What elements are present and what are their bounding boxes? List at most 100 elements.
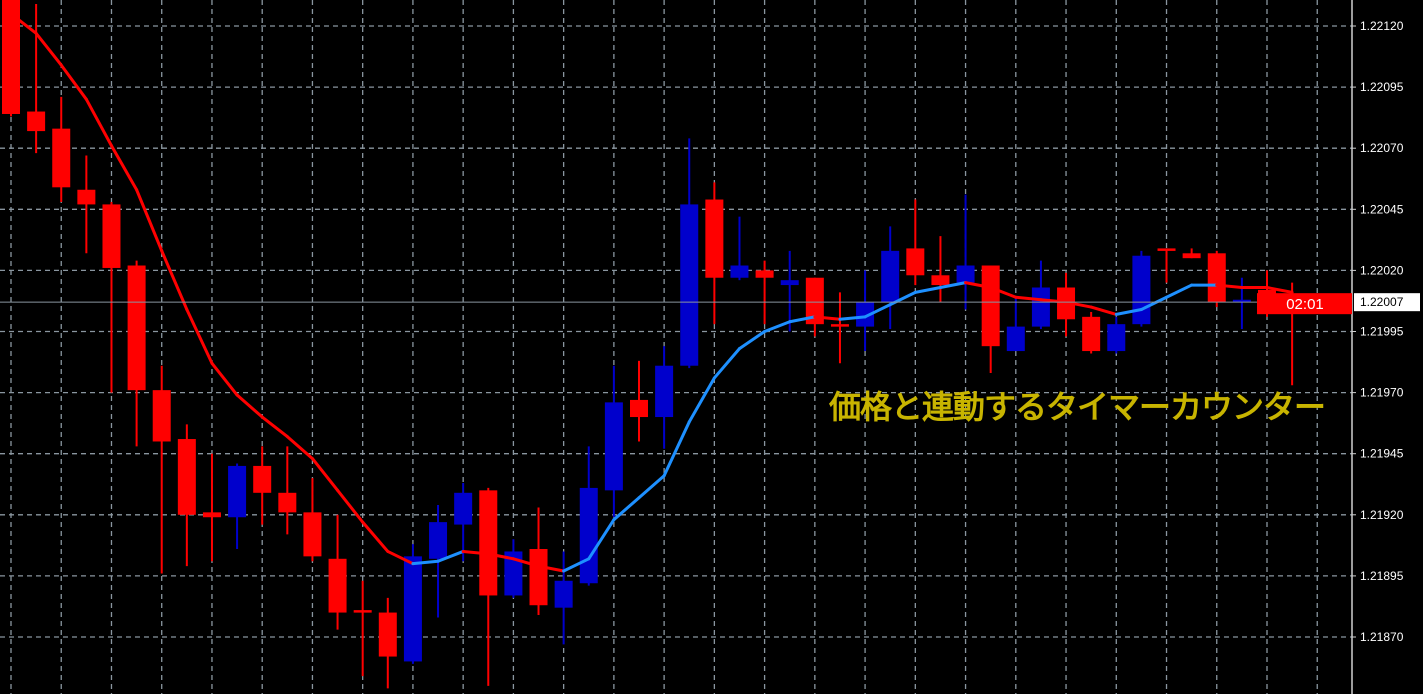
moving-average-segment bbox=[763, 320, 792, 333]
moving-average-segment bbox=[34, 31, 63, 67]
candle bbox=[328, 514, 347, 630]
moving-average-segment bbox=[511, 557, 541, 568]
candle-body bbox=[403, 556, 422, 662]
candle bbox=[931, 236, 950, 303]
candle-body bbox=[228, 465, 247, 518]
candle bbox=[1082, 311, 1101, 354]
moving-average-segment bbox=[486, 552, 515, 561]
candle-body bbox=[780, 280, 799, 286]
candle bbox=[353, 580, 372, 677]
axis-tick-label: 1.22020 bbox=[1360, 263, 1404, 277]
candle-body bbox=[554, 580, 573, 608]
candle bbox=[454, 483, 473, 562]
candle bbox=[1006, 297, 1025, 352]
candle-body bbox=[152, 390, 171, 442]
moving-average-segment bbox=[84, 97, 113, 148]
moving-average-segment bbox=[1089, 305, 1118, 316]
timer-label: 02:01 bbox=[1257, 293, 1352, 315]
candle bbox=[956, 194, 975, 310]
candle-body bbox=[1232, 299, 1251, 303]
candle bbox=[303, 478, 322, 562]
candle bbox=[529, 507, 548, 616]
candle bbox=[830, 292, 849, 364]
moving-average-segment bbox=[913, 286, 942, 294]
candle-body bbox=[177, 439, 196, 515]
candle bbox=[604, 365, 623, 518]
candle-body bbox=[27, 111, 46, 132]
candle bbox=[52, 96, 71, 202]
timer-text: 02:01 bbox=[1286, 296, 1324, 313]
moving-average-segment bbox=[135, 188, 164, 253]
candle bbox=[780, 250, 799, 332]
candle bbox=[805, 277, 824, 337]
candle-body bbox=[981, 265, 1000, 347]
moving-average-segment bbox=[386, 549, 415, 566]
candle-body bbox=[454, 492, 473, 525]
candle bbox=[479, 487, 498, 686]
candles bbox=[2, 0, 1302, 689]
candle-body bbox=[730, 265, 749, 278]
candle-body bbox=[881, 250, 900, 303]
candle-body bbox=[956, 265, 975, 283]
axis-tick-label: 1.22095 bbox=[1360, 80, 1404, 94]
moving-average-segment bbox=[712, 347, 741, 380]
candle bbox=[202, 453, 221, 562]
axis-tick-label: 1.22120 bbox=[1360, 19, 1404, 33]
candle bbox=[504, 539, 523, 598]
candle-body bbox=[504, 551, 523, 596]
moving-average-segment bbox=[687, 376, 716, 424]
candle-body bbox=[1132, 255, 1151, 325]
candle-body bbox=[705, 199, 724, 278]
candle-body bbox=[353, 610, 372, 613]
moving-average-segment bbox=[411, 559, 440, 566]
moving-average-segment bbox=[989, 286, 1018, 299]
candle bbox=[1182, 248, 1201, 259]
moving-average-segment bbox=[938, 281, 968, 290]
candle-body bbox=[579, 487, 598, 584]
candle bbox=[177, 424, 196, 567]
current-price-text: 1.22007 bbox=[1360, 295, 1404, 309]
moving-average-segment bbox=[1114, 308, 1143, 316]
candle bbox=[152, 365, 171, 574]
candle bbox=[378, 597, 397, 689]
candle bbox=[630, 360, 648, 442]
moving-average-segment bbox=[537, 564, 566, 573]
moving-average-segment bbox=[1165, 283, 1194, 299]
moving-average-segment bbox=[863, 303, 892, 319]
candle-body bbox=[1107, 324, 1126, 352]
axis-tick-label: 1.21895 bbox=[1360, 569, 1404, 583]
moving-average-segment bbox=[260, 415, 289, 439]
candle-body bbox=[1006, 326, 1025, 352]
candle-body bbox=[77, 189, 96, 205]
candle bbox=[906, 199, 925, 286]
candle-body bbox=[680, 204, 699, 366]
candle bbox=[1031, 260, 1050, 330]
candle bbox=[730, 216, 749, 281]
axis-tick-label: 1.22070 bbox=[1360, 141, 1404, 155]
timer-box bbox=[1257, 293, 1352, 315]
moving-average-segment bbox=[1064, 300, 1093, 309]
moving-average-segment bbox=[436, 549, 465, 563]
candle bbox=[228, 463, 247, 550]
candle bbox=[77, 155, 96, 254]
candle-body bbox=[1157, 248, 1176, 251]
moving-average-segment bbox=[235, 393, 264, 419]
moving-average-segment bbox=[1014, 295, 1043, 302]
moving-average-segment bbox=[587, 518, 616, 561]
candle bbox=[655, 346, 674, 449]
moving-average-segment bbox=[662, 420, 691, 478]
moving-average-segment bbox=[788, 315, 817, 324]
moving-average-segment bbox=[109, 144, 139, 192]
candle-body bbox=[52, 128, 71, 188]
moving-average-segment bbox=[361, 520, 390, 553]
moving-average-segment bbox=[210, 361, 239, 397]
moving-average-segment bbox=[160, 249, 189, 312]
candle-body bbox=[1207, 253, 1226, 303]
candle-body bbox=[630, 399, 648, 418]
candle bbox=[856, 270, 875, 352]
moving-average-segment bbox=[838, 315, 867, 321]
moving-average-segment bbox=[9, 12, 38, 35]
moving-average-segment bbox=[964, 281, 993, 290]
candle bbox=[278, 446, 297, 535]
